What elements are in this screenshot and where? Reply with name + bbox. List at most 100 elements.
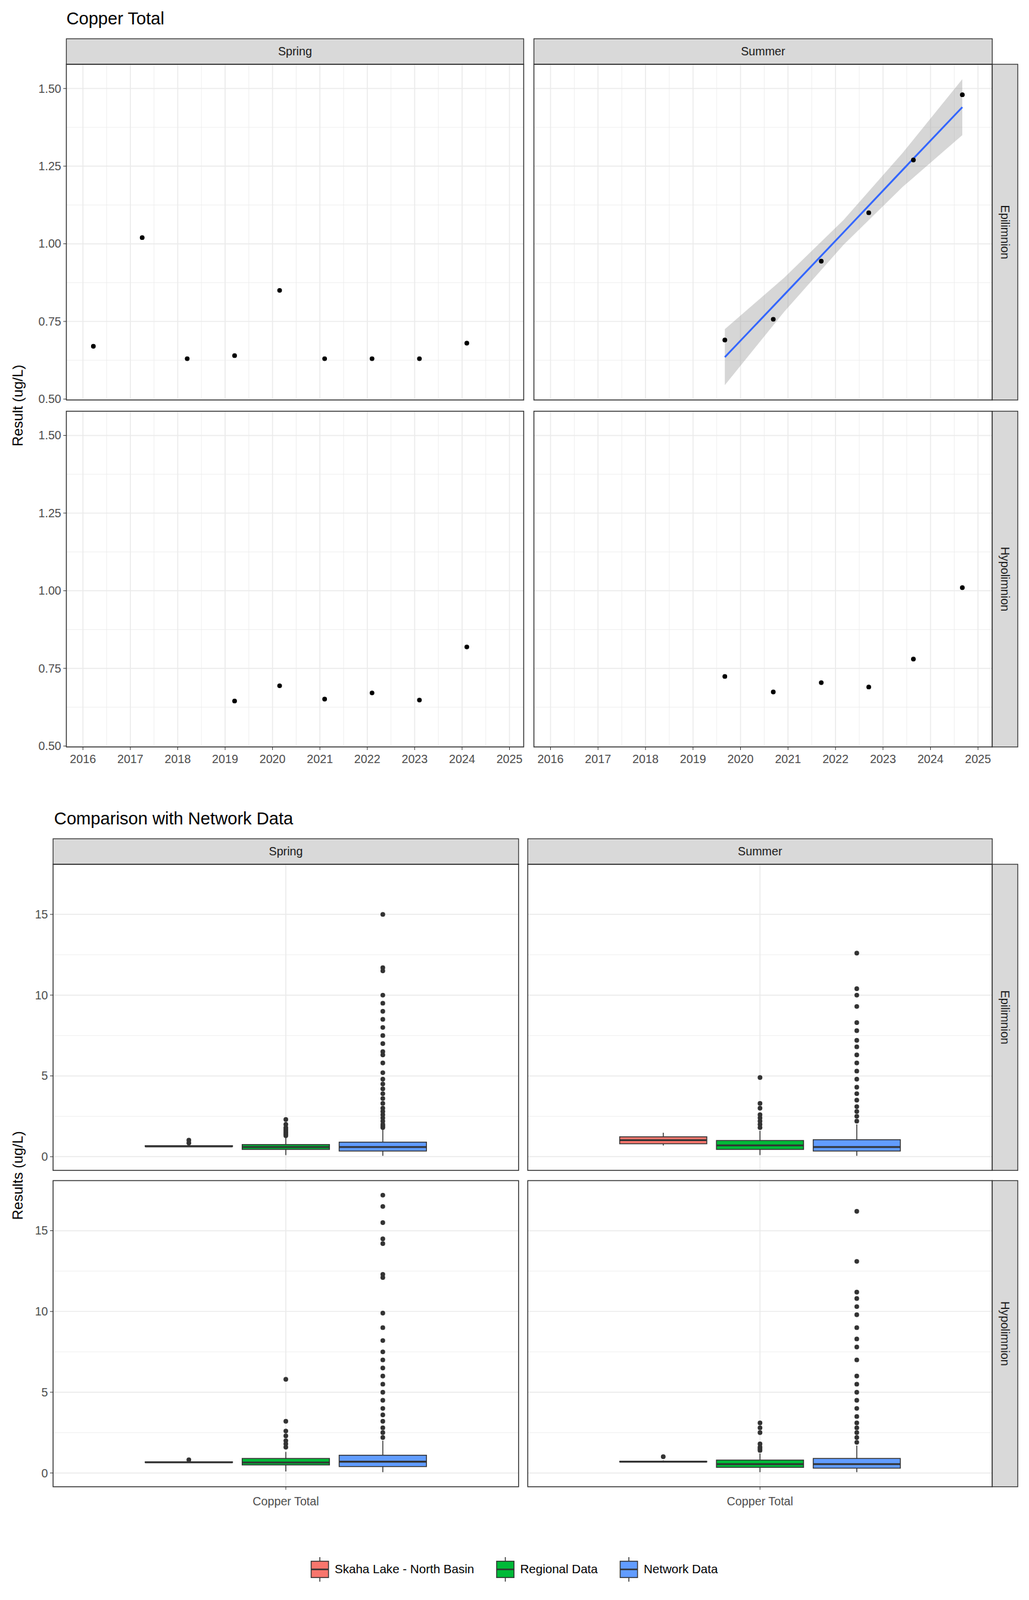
outlier: [380, 1374, 386, 1380]
box-group: [339, 912, 427, 1157]
median: [813, 1146, 901, 1149]
grid-line: [272, 64, 274, 401]
panel-background: [534, 411, 993, 748]
box-group: [813, 1209, 901, 1473]
outlier: [380, 1096, 386, 1102]
outlier: [854, 1345, 860, 1350]
panel-border: [52, 864, 519, 1171]
grid-line: [224, 64, 226, 401]
tick-label: 2017: [117, 752, 144, 766]
panel-background: [52, 1180, 519, 1487]
point: [184, 356, 190, 362]
y-axis-label: Results (ug/L): [9, 1131, 26, 1221]
outlier: [380, 1106, 386, 1112]
outlier: [283, 1377, 289, 1383]
outlier: [757, 1101, 763, 1107]
grid-line: [787, 64, 789, 401]
grid-line: [177, 64, 179, 401]
outlier: [380, 1204, 386, 1210]
outlier: [854, 950, 860, 956]
minor-grid-line: [248, 411, 249, 748]
grid-line: [534, 668, 993, 670]
point: [369, 690, 375, 696]
tick-mark: [787, 747, 789, 751]
outlier: [854, 1336, 860, 1342]
box: [716, 1140, 804, 1150]
outlier: [854, 993, 860, 999]
tick-mark: [977, 747, 979, 751]
marks: [619, 950, 901, 1157]
outlier: [854, 1085, 860, 1091]
marks: [619, 1209, 901, 1473]
outlier: [380, 1033, 386, 1039]
outlier: [757, 1442, 763, 1448]
tick-label: 2017: [584, 752, 611, 766]
tick-label: 1.00: [38, 237, 61, 251]
outlier: [380, 1070, 386, 1076]
outlier: [757, 1112, 763, 1118]
grid: [66, 411, 524, 748]
legend-key-whisker: [628, 1557, 630, 1562]
marks: [722, 585, 965, 695]
outlier: [854, 1374, 860, 1380]
grid-line: [82, 64, 84, 401]
minor-grid-line: [668, 411, 670, 748]
grid-line: [550, 64, 552, 401]
outlier: [854, 1440, 860, 1446]
grid-line: [66, 745, 524, 747]
outlier: [380, 1086, 386, 1092]
panel-background: [52, 864, 519, 1171]
strip: [992, 411, 1018, 748]
panel-border: [527, 864, 993, 1171]
tick-label: 2018: [632, 752, 659, 766]
whisker: [382, 1129, 384, 1143]
outlier: [757, 1430, 763, 1436]
whisker: [285, 1452, 287, 1459]
minor-grid-line: [66, 629, 524, 631]
tick-mark: [835, 747, 837, 751]
tick-label: 1.00: [38, 584, 61, 598]
panel: [527, 864, 993, 1171]
outlier: [380, 1406, 386, 1412]
grid: [534, 64, 993, 401]
minor-grid-line: [716, 411, 717, 748]
grid-line: [461, 64, 463, 401]
outlier: [380, 1358, 386, 1364]
whisker: [285, 1138, 287, 1146]
minor-grid-line: [343, 64, 345, 401]
outlier: [854, 1421, 860, 1427]
grid-line: [366, 411, 369, 748]
marks: [232, 644, 470, 704]
panel-background: [66, 64, 524, 401]
grid-line: [882, 64, 884, 401]
tick-label: 1.25: [38, 159, 61, 173]
minor-grid-line: [66, 552, 524, 553]
outlier: [854, 1068, 860, 1074]
outlier: [854, 1325, 860, 1331]
tick-mark: [550, 747, 551, 751]
point: [322, 356, 327, 362]
minor-grid-line: [66, 707, 524, 709]
outlier: [380, 1272, 386, 1278]
minor-grid-line: [534, 552, 993, 553]
grid-line: [319, 411, 321, 748]
grid-line: [534, 398, 993, 401]
point: [771, 316, 776, 322]
outlier: [380, 1081, 386, 1087]
box-group: [339, 1193, 427, 1473]
outlier: [854, 1004, 860, 1010]
minor-grid-line: [106, 411, 108, 748]
minor-grid-line: [716, 64, 717, 401]
outlier: [660, 1454, 666, 1460]
point: [139, 235, 145, 240]
panel: [52, 864, 519, 1171]
tick-mark: [272, 747, 273, 751]
tick-label: 10: [35, 1305, 49, 1319]
point: [959, 585, 965, 591]
grid-line: [224, 411, 226, 748]
outlier: [380, 1311, 386, 1317]
tick-label: 2025: [964, 752, 991, 766]
strip-label: Hypolimnion: [998, 1301, 1012, 1367]
box: [339, 1142, 427, 1152]
tick-label: 0.75: [38, 315, 61, 329]
